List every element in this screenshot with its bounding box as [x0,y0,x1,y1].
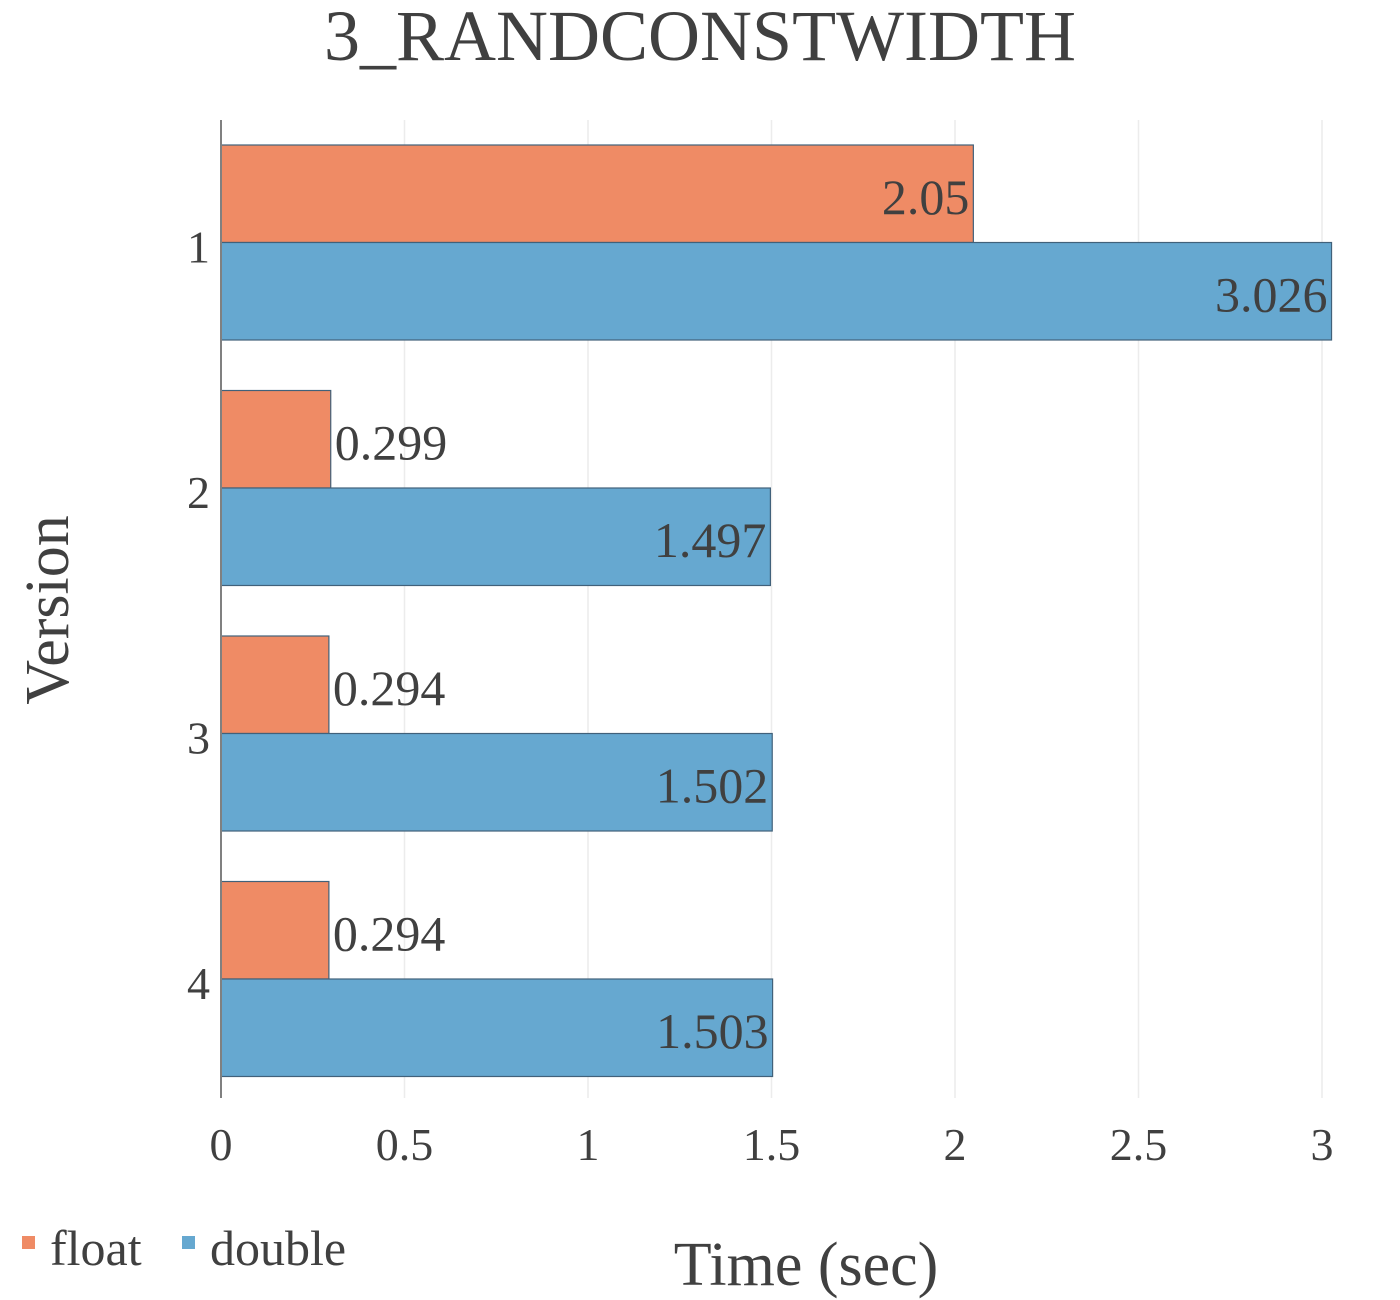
data-label-double-1: 3.026 [1215,266,1328,322]
bar-float-2 [220,389,332,489]
x-tick-label: 0.5 [376,1119,434,1170]
legend-label-float: float [50,1220,142,1276]
legend: float double [22,1220,346,1276]
bar-double-3 [220,732,773,832]
y-tick-labels: 1 2 3 4 [187,222,210,1010]
x-tick-label: 2 [944,1119,967,1170]
data-labels: 2.05 3.026 0.299 1.497 0.294 1.502 0.294 1.503 [333,169,1328,1059]
bar-double-4 [220,978,774,1078]
bar-double-1 [220,241,1333,341]
y-axis-label: Version [14,515,82,704]
x-tick-label: 2.5 [1110,1119,1168,1170]
data-label-double-2: 1.497 [654,512,767,568]
bars [220,144,1333,1078]
x-axis-label: Time (sec) [674,1231,939,1299]
x-tick-label: 1.5 [743,1119,801,1170]
y-tick-label: 1 [187,222,210,273]
data-label-double-4: 1.503 [656,1003,769,1059]
legend-label-double: double [210,1220,346,1276]
bar-float-3 [220,635,330,735]
legend-swatch-double [182,1236,195,1249]
y-tick-label: 2 [187,467,210,518]
bar-float-1 [220,144,974,244]
chart-title: 3_RANDCONSTWIDTH [324,0,1076,76]
legend-swatch-float [22,1236,35,1249]
data-label-float-1: 2.05 [882,169,970,225]
y-tick-label: 3 [187,713,210,764]
data-label-float-3: 0.294 [333,660,446,716]
x-tick-label: 3 [1311,1119,1334,1170]
x-tick-label: 1 [577,1119,600,1170]
data-label-float-2: 0.299 [335,414,448,470]
y-tick-label: 4 [187,958,210,1009]
x-tick-labels: 0 0.5 1 1.5 2 2.5 3 [210,1119,1334,1170]
bar-double-2 [220,487,771,587]
x-tick-label: 0 [210,1119,233,1170]
data-label-double-3: 1.502 [656,757,769,813]
bar-float-4 [220,880,330,980]
data-label-float-4: 0.294 [333,905,446,961]
